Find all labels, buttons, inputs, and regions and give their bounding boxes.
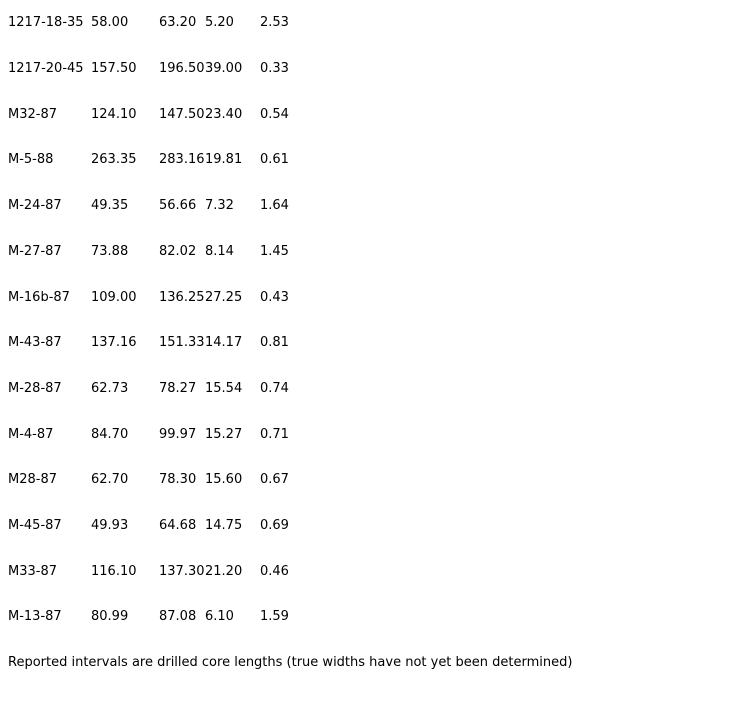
from-depth-cell: 124.10 [91, 106, 137, 122]
from-depth-cell: 73.88 [91, 243, 129, 259]
table-row: M28-87 62.70 78.30 15.60 0.67 [0, 457, 730, 503]
to-depth-cell: 82.02 [159, 243, 197, 259]
interval-cell: 23.40 [205, 106, 243, 122]
interval-cell: 5.20 [205, 15, 234, 31]
interval-cell: 21.20 [205, 563, 243, 579]
to-depth-cell: 136.25 [159, 289, 205, 305]
hole-id-cell: M-16b-87 [8, 289, 70, 305]
hole-id-cell: M-13-87 [8, 609, 62, 625]
table-row: M-5-88 263.35 283.16 19.81 0.61 [0, 137, 730, 183]
to-depth-cell: 137.30 [159, 563, 205, 579]
grade-cell: 1.45 [260, 243, 289, 259]
to-depth-cell: 196.50 [159, 61, 205, 77]
table-row: M-27-87 73.88 82.02 8.14 1.45 [0, 229, 730, 275]
interval-cell: 15.60 [205, 472, 243, 488]
from-depth-cell: 49.35 [91, 198, 129, 214]
table-row: M-16b-87 109.00 136.25 27.25 0.43 [0, 274, 730, 320]
to-depth-cell: 78.27 [159, 380, 197, 396]
grade-cell: 0.67 [260, 472, 289, 488]
table-row: M-28-87 62.73 78.27 15.54 0.74 [0, 366, 730, 412]
hole-id-cell: M-27-87 [8, 243, 62, 259]
interval-cell: 39.00 [205, 61, 243, 77]
table-row: M32-87 124.10 147.50 23.40 0.54 [0, 91, 730, 137]
table-row: M33-87 116.10 137.30 21.20 0.46 [0, 548, 730, 594]
interval-cell: 7.32 [205, 198, 234, 214]
to-depth-cell: 147.50 [159, 106, 205, 122]
interval-cell: 8.14 [205, 243, 234, 259]
from-depth-cell: 58.00 [91, 15, 129, 31]
hole-id-cell: 1217-20-45 [8, 61, 84, 77]
from-depth-cell: 84.70 [91, 426, 129, 442]
hole-id-cell: 1217-18-35 [8, 15, 84, 31]
footnote-row: Reported intervals are drilled core leng… [0, 640, 730, 686]
grade-cell: 0.33 [260, 61, 289, 77]
grade-cell: 1.64 [260, 198, 289, 214]
grade-cell: 0.46 [260, 563, 289, 579]
grade-cell: 2.53 [260, 15, 289, 31]
hole-id-cell: M-43-87 [8, 335, 62, 351]
table-row: M-43-87 137.16 151.33 14.17 0.81 [0, 320, 730, 366]
interval-cell: 14.17 [205, 335, 243, 351]
hole-id-cell: M-24-87 [8, 198, 62, 214]
from-depth-cell: 116.10 [91, 563, 137, 579]
table-row: 1217-18-35 58.00 63.20 5.20 2.53 [0, 0, 730, 46]
to-depth-cell: 63.20 [159, 15, 197, 31]
to-depth-cell: 64.68 [159, 518, 197, 534]
to-depth-cell: 151.33 [159, 335, 205, 351]
table-row: M-24-87 49.35 56.66 7.32 1.64 [0, 183, 730, 229]
table-row: 1217-20-45 157.50 196.50 39.00 0.33 [0, 46, 730, 92]
from-depth-cell: 109.00 [91, 289, 137, 305]
drill-results-table: 1217-18-35 58.00 63.20 5.20 2.53 1217-20… [0, 0, 730, 686]
table-row: M-4-87 84.70 99.97 15.27 0.71 [0, 411, 730, 457]
grade-cell: 0.61 [260, 152, 289, 168]
hole-id-cell: M-45-87 [8, 518, 62, 534]
hole-id-cell: M28-87 [8, 472, 57, 488]
from-depth-cell: 62.70 [91, 472, 129, 488]
from-depth-cell: 62.73 [91, 380, 129, 396]
to-depth-cell: 283.16 [159, 152, 205, 168]
to-depth-cell: 99.97 [159, 426, 197, 442]
from-depth-cell: 263.35 [91, 152, 137, 168]
from-depth-cell: 137.16 [91, 335, 137, 351]
interval-cell: 27.25 [205, 289, 243, 305]
interval-cell: 19.81 [205, 152, 243, 168]
to-depth-cell: 87.08 [159, 609, 197, 625]
grade-cell: 0.81 [260, 335, 289, 351]
grade-cell: 0.54 [260, 106, 289, 122]
to-depth-cell: 56.66 [159, 198, 197, 214]
hole-id-cell: M33-87 [8, 563, 57, 579]
table-row: M-45-87 49.93 64.68 14.75 0.69 [0, 503, 730, 549]
to-depth-cell: 78.30 [159, 472, 197, 488]
table-row: M-13-87 80.99 87.08 6.10 1.59 [0, 594, 730, 640]
hole-id-cell: M-4-87 [8, 426, 54, 442]
interval-cell: 15.54 [205, 380, 243, 396]
from-depth-cell: 49.93 [91, 518, 129, 534]
hole-id-cell: M-5-88 [8, 152, 54, 168]
interval-cell: 15.27 [205, 426, 243, 442]
grade-cell: 0.71 [260, 426, 289, 442]
footnote-text: Reported intervals are drilled core leng… [8, 655, 573, 671]
hole-id-cell: M-28-87 [8, 380, 62, 396]
grade-cell: 1.59 [260, 609, 289, 625]
interval-cell: 6.10 [205, 609, 234, 625]
from-depth-cell: 157.50 [91, 61, 137, 77]
hole-id-cell: M32-87 [8, 106, 57, 122]
grade-cell: 0.43 [260, 289, 289, 305]
grade-cell: 0.74 [260, 380, 289, 396]
from-depth-cell: 80.99 [91, 609, 129, 625]
interval-cell: 14.75 [205, 518, 243, 534]
grade-cell: 0.69 [260, 518, 289, 534]
